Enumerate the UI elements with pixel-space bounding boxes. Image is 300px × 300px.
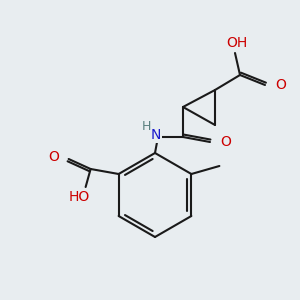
Text: O: O (48, 150, 58, 164)
Text: H: H (141, 121, 151, 134)
Text: OH: OH (226, 36, 248, 50)
Text: HO: HO (69, 190, 90, 204)
Text: N: N (151, 128, 161, 142)
Text: O: O (275, 78, 286, 92)
Text: O: O (220, 135, 231, 149)
